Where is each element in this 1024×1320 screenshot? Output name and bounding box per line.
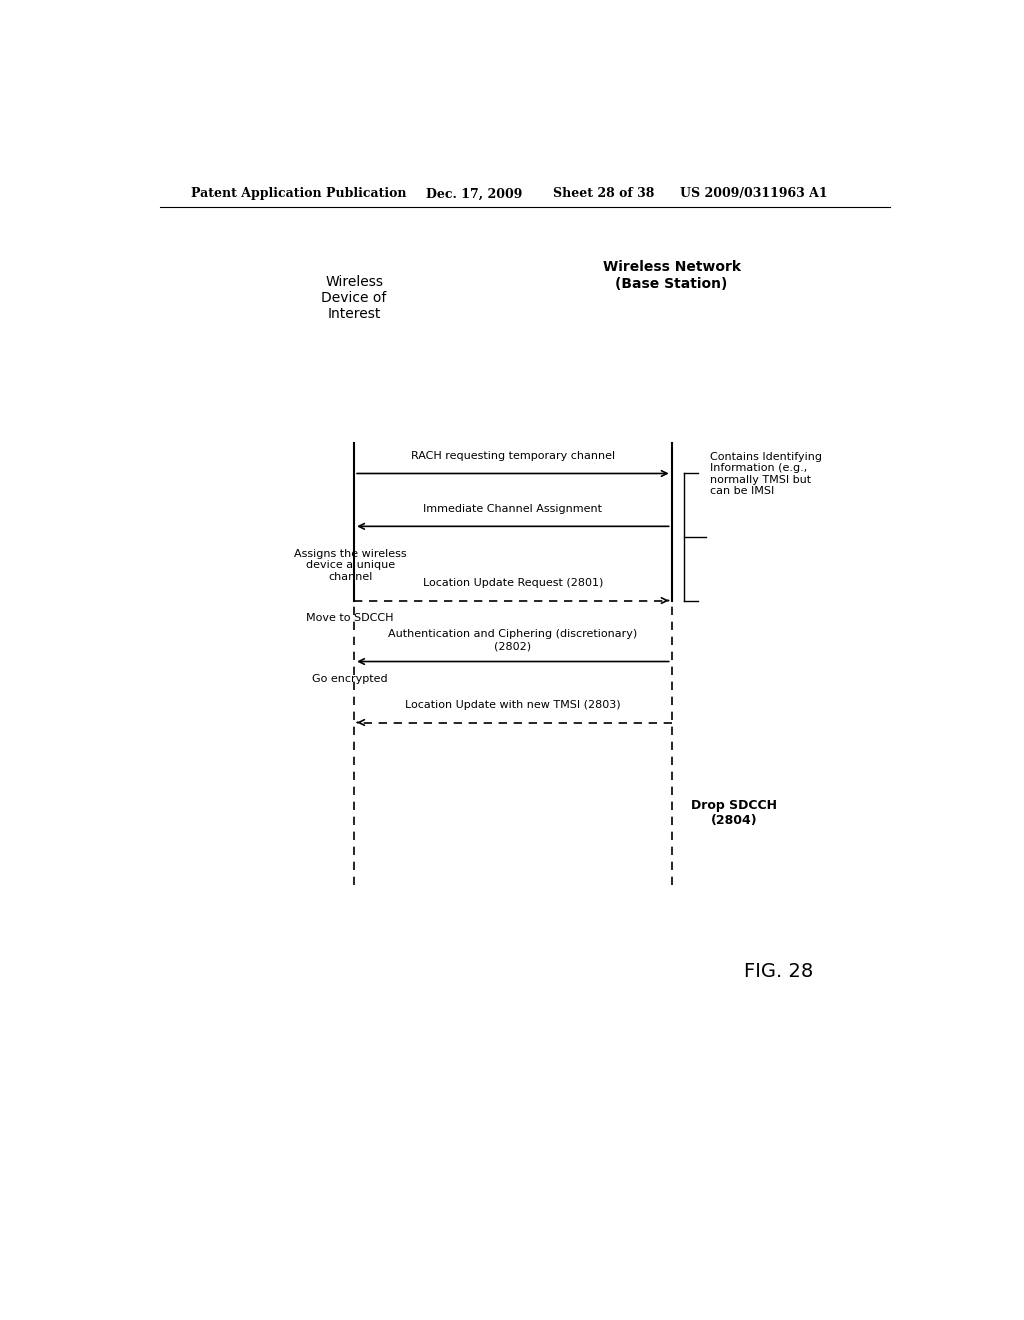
Text: US 2009/0311963 A1: US 2009/0311963 A1 <box>680 187 827 201</box>
Text: Immediate Channel Assignment: Immediate Channel Assignment <box>423 504 602 515</box>
Text: Assigns the wireless
device a unique
channel: Assigns the wireless device a unique cha… <box>294 549 407 582</box>
Text: FIG. 28: FIG. 28 <box>744 962 813 981</box>
Text: Location Update with new TMSI (2803): Location Update with new TMSI (2803) <box>406 701 621 710</box>
Text: Contains Identifying
Information (e.g.,
normally TMSI but
can be IMSI: Contains Identifying Information (e.g., … <box>710 451 821 496</box>
Text: Wireless Network
(Base Station): Wireless Network (Base Station) <box>602 260 740 290</box>
Text: Authentication and Ciphering (discretionary): Authentication and Ciphering (discretion… <box>388 630 638 639</box>
Text: Move to SDCCH: Move to SDCCH <box>306 612 394 623</box>
Text: RACH requesting temporary channel: RACH requesting temporary channel <box>411 451 615 461</box>
Text: Dec. 17, 2009: Dec. 17, 2009 <box>426 187 522 201</box>
Text: Patent Application Publication: Patent Application Publication <box>191 187 407 201</box>
Text: Drop SDCCH
(2804): Drop SDCCH (2804) <box>691 799 777 826</box>
Text: Go encrypted: Go encrypted <box>312 673 388 684</box>
Text: Location Update Request (2801): Location Update Request (2801) <box>423 578 603 589</box>
Text: Wireless
Device of
Interest: Wireless Device of Interest <box>322 275 387 321</box>
Text: (2802): (2802) <box>495 642 531 651</box>
Text: Sheet 28 of 38: Sheet 28 of 38 <box>553 187 654 201</box>
